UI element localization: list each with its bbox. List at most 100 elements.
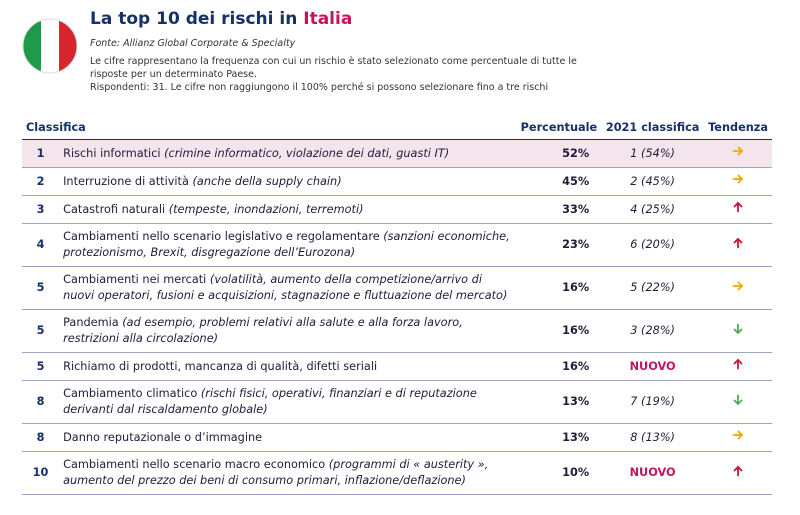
trend [704,167,772,196]
table-row: 5 Cambiamenti nei mercati (volatilità, au… [22,266,772,310]
trend [704,139,772,168]
rank: 1 [22,139,60,168]
table-body: 1 Rischi informatici (crimine informatico… [22,139,772,495]
table-row: 8 Danno reputazionale o d’immagine 13% 8 (1… [22,423,772,452]
table-row: 10 Cambiamenti nello scenario macro econo… [22,451,772,495]
prev-rank: 4 (25%) [601,195,705,224]
table-row: 1 Rischi informatici (crimine informatico… [22,139,772,168]
risk: Cambiamento climatico (rischi fisici, op… [59,380,516,424]
trend [704,223,772,267]
risk: Cambiamenti nei mercati (volatilità, aum… [59,266,516,310]
trend [704,266,772,310]
risk: Catastrofi naturali (tempeste, inondazio… [59,195,516,224]
italy-flag [22,18,78,74]
percent: 16% [515,266,602,310]
respondents: Rispondenti: 31. Le cifre non raggiungon… [90,82,549,93]
trend-arrow [733,358,743,370]
trend [704,309,772,353]
risk-detail: (anche della supply chain) [192,174,342,188]
trend [704,451,772,495]
risk: Pandemia (ad esempio, problemi relativi … [59,309,516,353]
prev-rank: NUOVO [601,352,705,381]
rank: 2 [22,167,60,196]
risk-name: Cambiamenti nello scenario macro economi… [63,458,326,471]
prev-rank: 1 (54%) [601,139,705,168]
table-row: 8 Cambiamento climatico (rischi fisici, o… [22,380,772,424]
title-highlight: Italia [303,9,353,29]
rank: 8 [22,380,60,424]
risk: Danno reputazionale o d’immagine [59,423,516,452]
risk-name: Cambiamenti nei mercati [63,273,207,286]
percent: 45% [515,167,602,196]
percent: 13% [515,380,602,424]
trend [704,352,772,381]
prev-rank: 3 (28%) [601,309,705,353]
trend-arrow [733,465,743,476]
percent: 10% [515,451,602,495]
rank: 10 [22,451,60,495]
rank: 5 [22,352,60,381]
trend [704,380,772,424]
risk-detail: (ad esempio, problemi relativi alla salu… [63,316,463,345]
column-header: Tendenza [704,117,772,140]
risk: Cambiamenti nello scenario macro economi… [59,451,516,495]
rank: 4 [22,223,60,267]
prev-rank: 7 (19%) [601,380,705,424]
percent: 52% [515,139,602,168]
trend-arrow [733,201,743,213]
trend-arrow [732,174,744,184]
table-row: 5 Richiamo di prodotti, mancanza di quali… [22,352,772,381]
column-header: Percentuale [515,117,602,140]
source: Fonte: Allianz Global Corporate & Specia… [90,38,296,49]
prev-rank: 5 (22%) [601,266,705,310]
risk-name: Richiamo di prodotti, mancanza di qualit… [63,359,378,373]
table-row: 2 Interruzione di attività (anche della s… [22,167,772,196]
risk: Richiamo di prodotti, mancanza di qualit… [59,352,516,381]
trend-arrow [733,323,743,334]
risk-detail: (volatilità, aumento della competizione/… [63,273,508,302]
rank: 3 [22,195,60,224]
percent: 33% [515,195,602,224]
risk-name: Rischi informatici [63,146,161,160]
risk-name: Cambiamenti nello scenario legislativo e… [63,230,380,243]
risk-name: Pandemia [63,316,119,329]
rank: 8 [22,423,60,452]
risk-detail: (rischi fisici, operativi, finanziari e … [63,387,477,416]
prev-rank: 6 (20%) [601,223,705,267]
prev-rank: 8 (13%) [601,423,705,452]
header-row: Classifica Percentuale 2021 classifica T… [22,117,772,140]
trend-arrow [732,281,744,290]
table-row: 3 Catastrofi naturali (tempeste, inondazi… [22,195,772,224]
trend-arrow [732,430,744,440]
prev-rank: 2 (45%) [601,167,705,196]
column-header: Classifica [22,117,516,140]
prev-rank: NUOVO [601,451,705,495]
risk: Rischi informatici (crimine informatico,… [59,139,516,168]
risk: Cambiamenti nello scenario legislativo e… [59,223,516,267]
risk-name: Danno reputazionale o d’immagine [63,430,263,444]
risk-detail: (tempeste, inondazioni, terremoti) [168,202,364,216]
title: La top 10 dei rischi in Italia [90,9,352,29]
title-text: La top 10 dei rischi in [90,9,304,29]
percent: 23% [515,223,602,267]
description: Le cifre rappresentano la frequenza con … [90,56,577,80]
risk: Interruzione di attività (anche della su… [59,167,516,196]
trend [704,423,772,452]
risk-table: Classifica Percentuale 2021 classifica T… [22,117,772,495]
trend-arrow [733,394,743,405]
risk-detail: (programmi di « austerity », aumento del… [63,458,489,487]
percent: 16% [515,309,602,353]
table-row: 4 Cambiamenti nello scenario legislativo … [22,223,772,267]
percent: 16% [515,352,602,381]
column-header: 2021 classifica [601,117,705,140]
risk-detail: (crimine informatico, violazione dei dat… [164,146,450,160]
risk-name: Catastrofi naturali [63,202,166,216]
trend-arrow [733,237,743,248]
trend [704,195,772,224]
risk-name: Cambiamento climatico [63,387,198,400]
rank: 5 [22,309,60,353]
trend-arrow [732,146,744,156]
rank: 5 [22,266,60,310]
percent: 13% [515,423,602,452]
